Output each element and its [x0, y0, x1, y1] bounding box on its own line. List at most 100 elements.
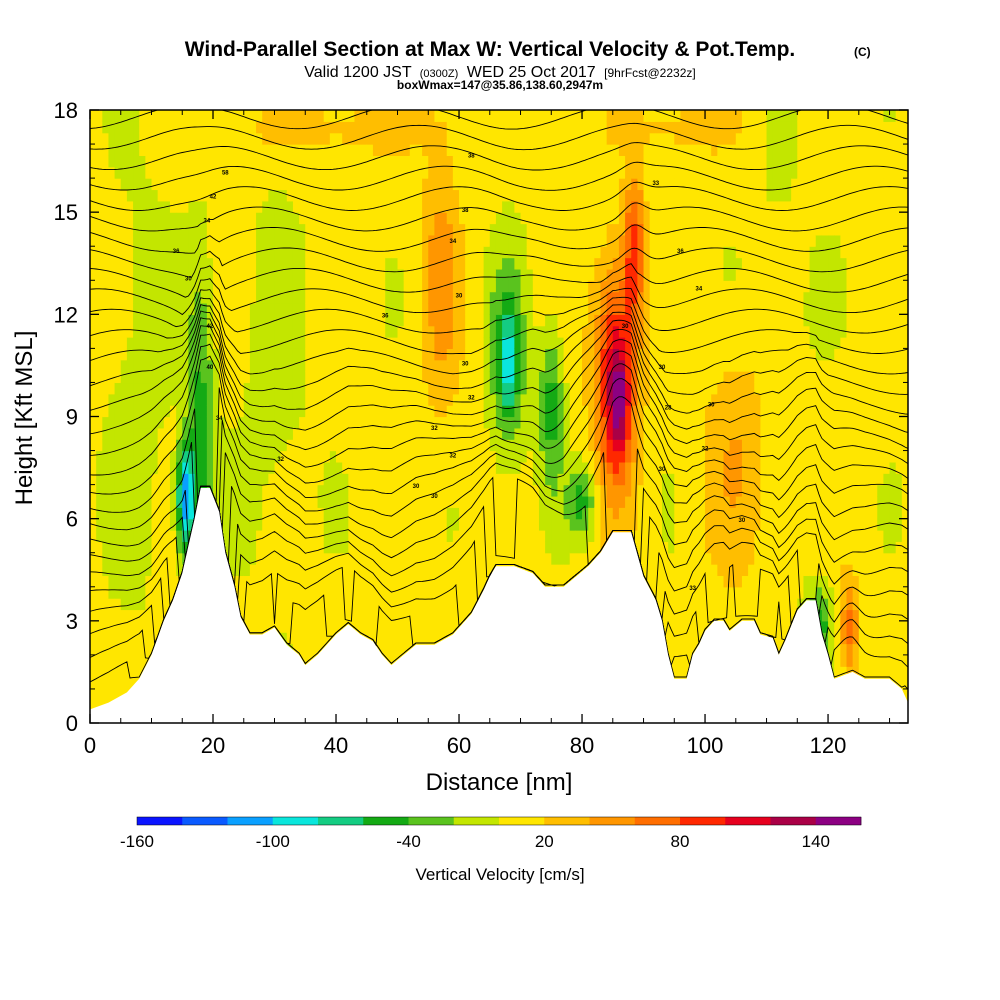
- velocity-cell: [120, 314, 128, 327]
- velocity-cell: [348, 314, 356, 327]
- velocity-cell: [563, 257, 571, 270]
- velocity-cell: [90, 280, 97, 293]
- velocity-cell: [256, 178, 263, 191]
- velocity-cell: [557, 121, 565, 134]
- velocity-cell: [655, 484, 663, 497]
- velocity-cell: [538, 246, 546, 259]
- velocity-cell: [483, 314, 491, 327]
- velocity-cell: [163, 473, 171, 486]
- velocity-cell: [569, 178, 577, 191]
- velocity-cell: [606, 302, 614, 315]
- velocity-cell: [243, 359, 251, 372]
- velocity-cell: [139, 144, 146, 157]
- velocity-cell: [532, 495, 540, 508]
- velocity-cell: [280, 268, 288, 281]
- velocity-cell: [348, 439, 356, 452]
- velocity-cell: [108, 654, 116, 667]
- velocity-cell: [582, 246, 589, 259]
- velocity-cell: [336, 110, 343, 122]
- velocity-cell: [643, 393, 651, 406]
- velocity-cell: [225, 132, 233, 145]
- velocity-cell: [126, 144, 134, 157]
- velocity-cell: [194, 461, 202, 474]
- velocity-cell: [508, 223, 515, 236]
- velocity-cell: [133, 325, 140, 338]
- velocity-cell: [391, 620, 399, 633]
- velocity-cell: [502, 257, 509, 270]
- velocity-cell: [508, 257, 515, 270]
- velocity-cell: [385, 121, 392, 134]
- velocity-cell: [397, 609, 405, 622]
- velocity-cell: [360, 461, 368, 474]
- velocity-cell: [625, 132, 632, 145]
- velocity-cell: [508, 325, 515, 338]
- velocity-cell: [643, 234, 651, 247]
- velocity-cell: [317, 620, 325, 633]
- velocity-cell: [305, 427, 313, 440]
- velocity-cell: [219, 200, 226, 213]
- velocity-cell: [465, 257, 472, 270]
- velocity-cell: [508, 234, 515, 247]
- velocity-cell: [219, 450, 226, 463]
- velocity-cell: [268, 178, 276, 191]
- velocity-cell: [495, 518, 503, 531]
- velocity-cell: [495, 212, 503, 225]
- velocity-cell: [200, 110, 208, 122]
- velocity-cell: [434, 632, 442, 645]
- velocity-cell: [409, 586, 417, 599]
- velocity-cell: [631, 302, 638, 315]
- velocity-cell: [495, 291, 503, 304]
- velocity-cell: [163, 314, 171, 327]
- velocity-cell: [286, 484, 294, 497]
- velocity-cell: [299, 166, 306, 179]
- velocity-cell: [194, 223, 202, 236]
- velocity-cell: [532, 564, 540, 577]
- velocity-cell: [262, 178, 269, 191]
- velocity-cell: [428, 439, 436, 452]
- velocity-cell: [631, 371, 638, 384]
- velocity-cell: [575, 212, 583, 225]
- velocity-cell: [434, 268, 442, 281]
- velocity-cell: [649, 427, 657, 440]
- velocity-cell: [520, 382, 528, 395]
- velocity-cell: [305, 337, 313, 349]
- velocity-cell: [120, 609, 128, 622]
- velocity-cell: [280, 359, 288, 372]
- velocity-cell: [219, 189, 226, 202]
- velocity-cell: [366, 405, 374, 418]
- velocity-cell: [538, 223, 546, 236]
- velocity-cell: [594, 416, 602, 429]
- velocity-cell: [366, 212, 374, 225]
- velocity-cell: [151, 427, 159, 440]
- velocity-cell: [551, 234, 559, 247]
- velocity-cell: [231, 132, 239, 145]
- velocity-cell: [459, 121, 466, 134]
- velocity-cell: [280, 348, 288, 361]
- velocity-cell: [618, 110, 626, 122]
- velocity-cell: [471, 530, 479, 542]
- velocity-cell: [336, 473, 343, 486]
- velocity-cell: [268, 541, 276, 554]
- velocity-cell: [508, 530, 515, 542]
- velocity-cell: [145, 314, 153, 327]
- velocity-cell: [471, 552, 479, 565]
- velocity-cell: [329, 302, 337, 315]
- velocity-cell: [600, 314, 608, 327]
- velocity-cell: [274, 609, 282, 622]
- velocity-cell: [157, 110, 165, 122]
- velocity-cell: [225, 518, 233, 531]
- velocity-cell: [532, 337, 540, 349]
- velocity-cell: [274, 416, 282, 429]
- velocity-cell: [243, 246, 251, 259]
- velocity-cell: [557, 189, 565, 202]
- velocity-cell: [397, 518, 405, 531]
- velocity-cell: [268, 439, 276, 452]
- velocity-cell: [465, 234, 472, 247]
- velocity-cell: [594, 450, 602, 463]
- velocity-cell: [625, 382, 632, 395]
- velocity-cell: [563, 348, 571, 361]
- velocity-cell: [575, 564, 583, 577]
- velocity-cell: [342, 246, 349, 259]
- chart-subtitle-box: boxWmax=147@35.86,138.60,2947m: [397, 78, 603, 92]
- velocity-cell: [372, 564, 380, 577]
